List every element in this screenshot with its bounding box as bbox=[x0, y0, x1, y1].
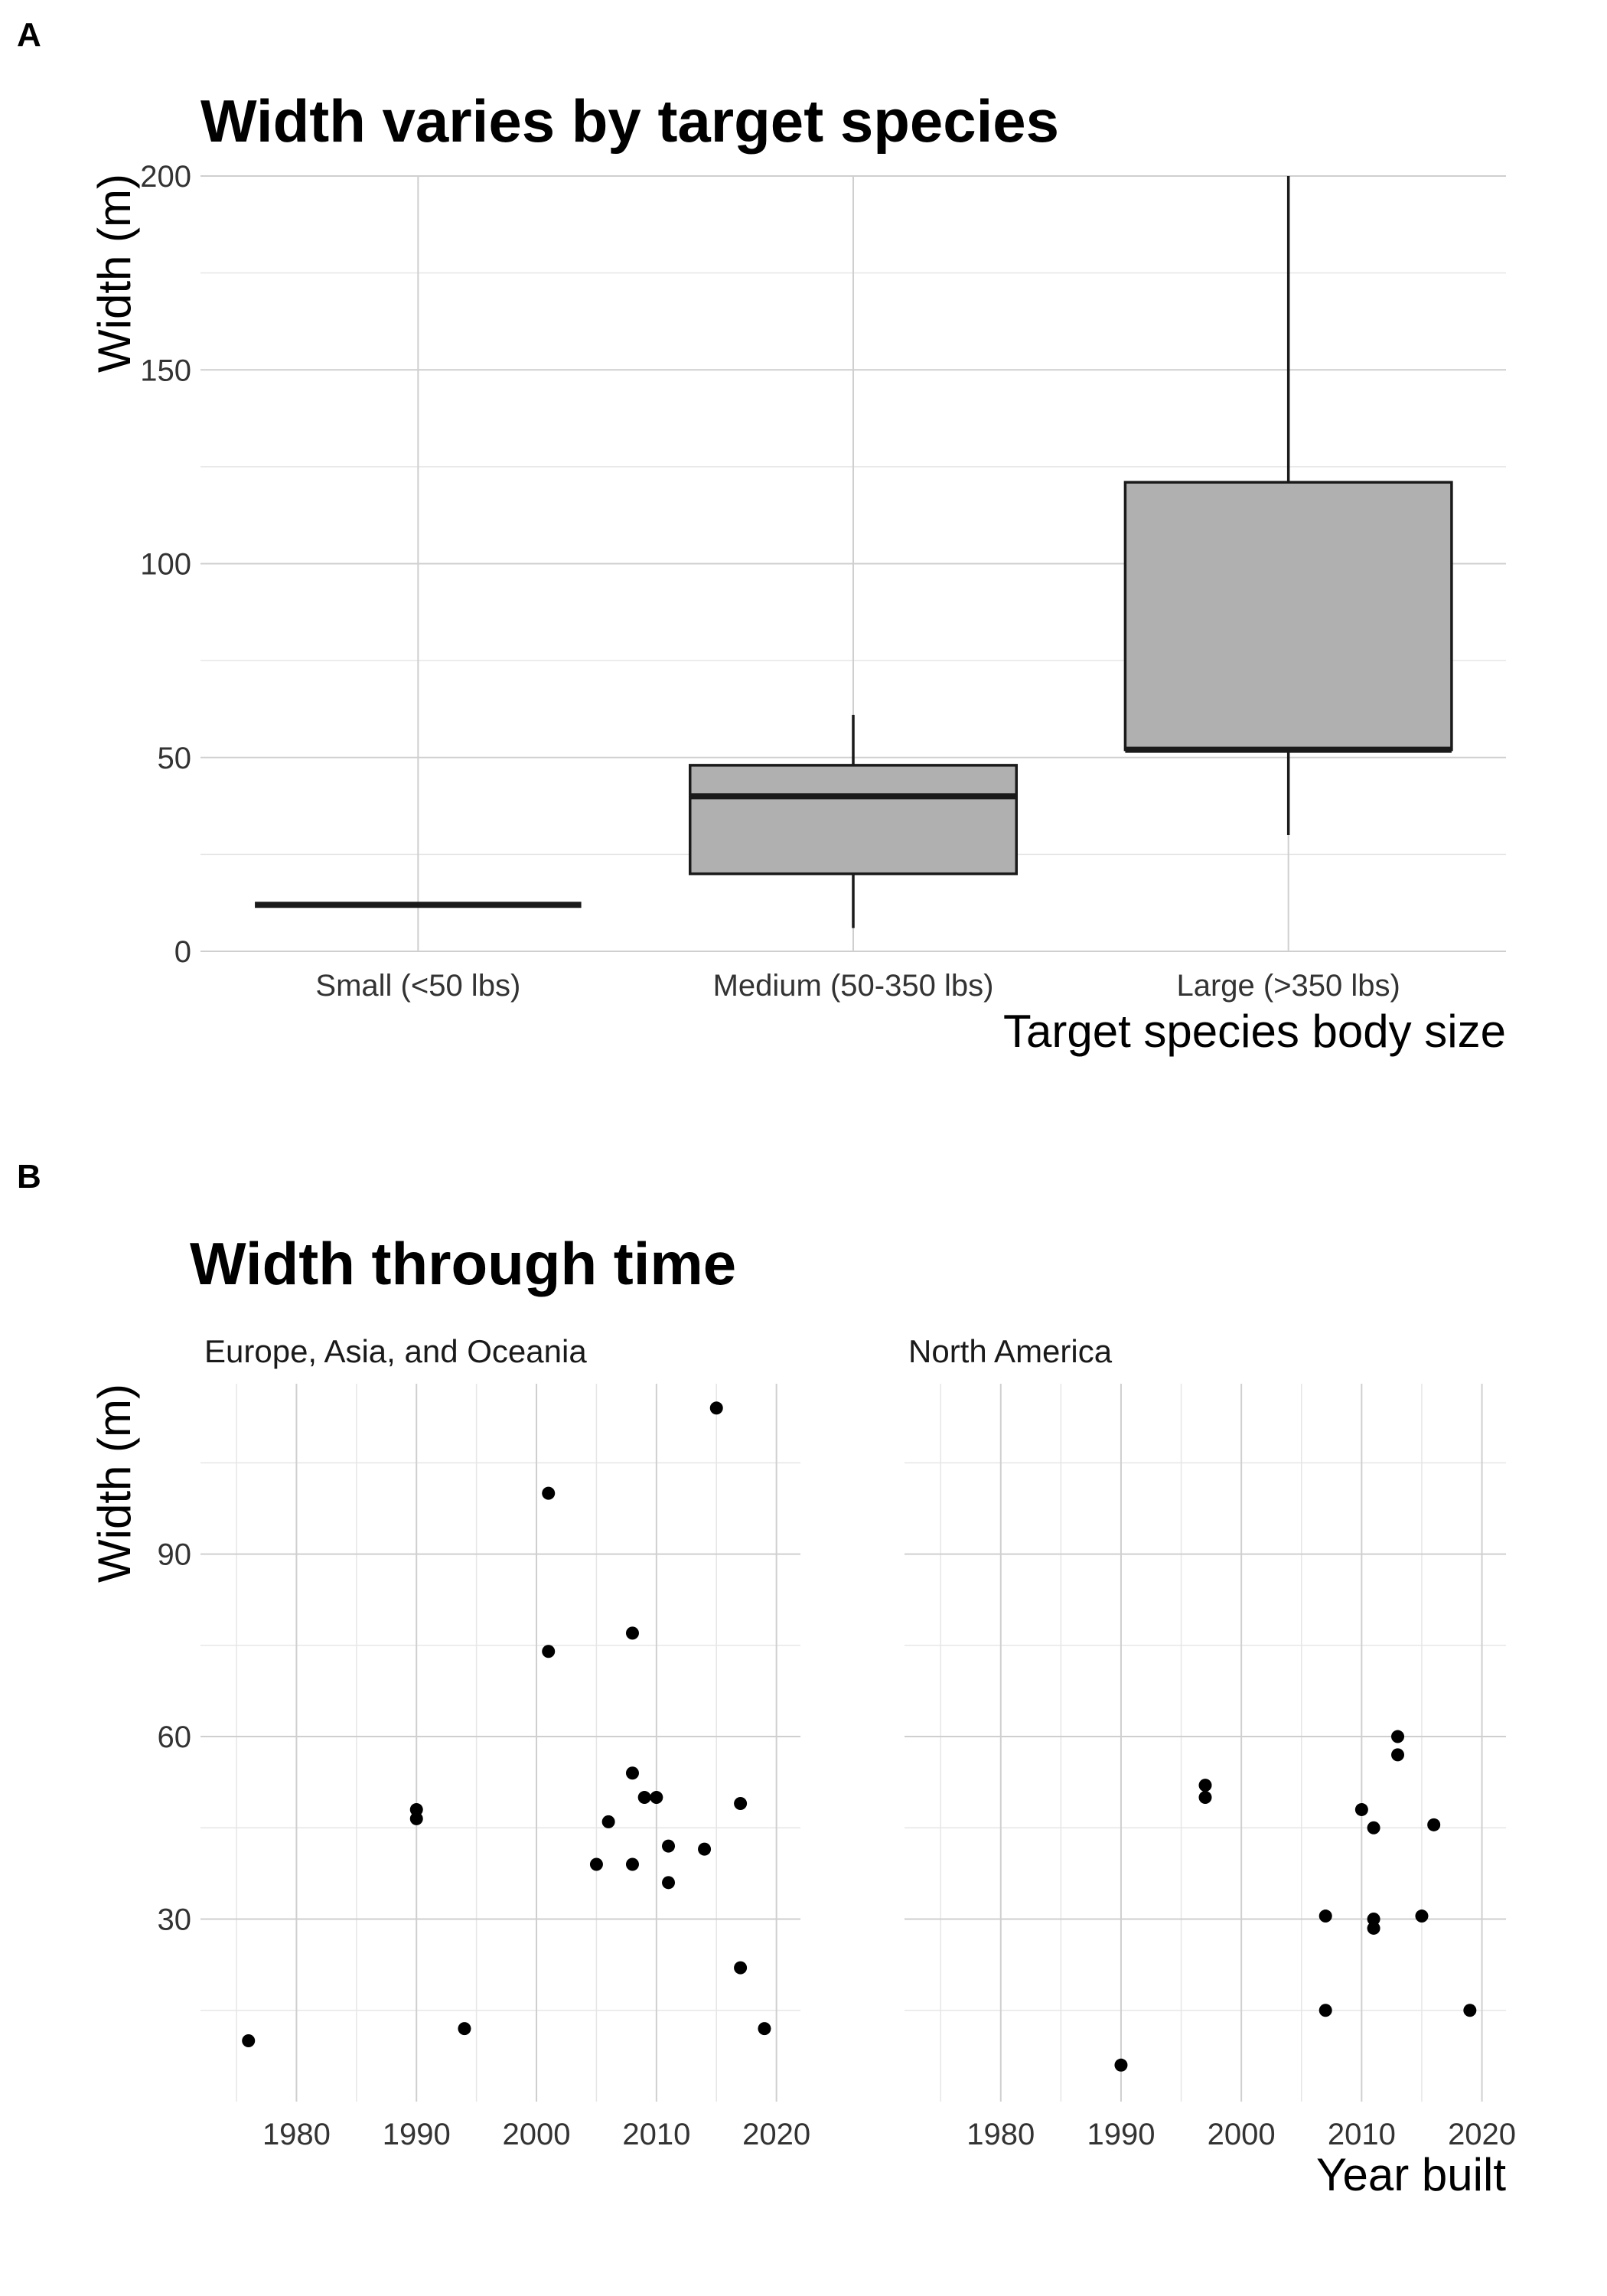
scatter-point bbox=[1415, 1910, 1429, 1923]
x-tick-label: 1990 bbox=[1087, 2118, 1155, 2151]
scatter-point bbox=[1367, 1821, 1380, 1835]
scatter-point bbox=[1463, 2004, 1477, 2017]
scatter-point bbox=[1391, 1748, 1405, 1762]
scatter-point bbox=[1354, 1802, 1368, 1816]
scatter-point bbox=[1427, 1818, 1441, 1831]
scatter-point bbox=[637, 1791, 651, 1805]
panel-b-letter: B bbox=[17, 1158, 41, 1195]
scatter-point bbox=[409, 1802, 423, 1816]
panel-b-x-axis-title: Year built bbox=[1316, 2149, 1506, 2200]
scatter-point bbox=[734, 1796, 748, 1810]
x-tick-label: Small (<50 lbs) bbox=[315, 969, 520, 1003]
scatter-point bbox=[625, 1626, 639, 1640]
panel-a-y-axis-title: Width (m) bbox=[89, 174, 140, 373]
x-tick-label: 1990 bbox=[383, 2118, 451, 2151]
y-tick-label: 100 bbox=[140, 548, 191, 582]
x-tick-label: 2020 bbox=[1448, 2118, 1516, 2151]
scatter-point bbox=[758, 2022, 771, 2036]
scatter-point bbox=[242, 2034, 256, 2048]
x-tick-label: 2020 bbox=[742, 2118, 810, 2151]
scatter-point bbox=[734, 1961, 748, 1975]
x-tick-label: 2000 bbox=[503, 2118, 571, 2151]
scatter-point bbox=[662, 1839, 676, 1853]
panel-b-x-tick-labels: 1980 1990 2000 2010 2020 1980 1990 2000 2010 2020 bbox=[262, 2118, 1516, 2151]
scatter-point bbox=[1367, 1913, 1380, 1926]
panel-a: A Width varies by target species 0 50 100 1… bbox=[17, 16, 1506, 1057]
scatter-point bbox=[1391, 1730, 1405, 1743]
scatter-point bbox=[458, 2022, 471, 2036]
panel-a-x-tick-labels: Small (<50 lbs) Medium (50-350 lbs) Large … bbox=[315, 969, 1400, 1003]
box-iqr bbox=[1123, 481, 1453, 752]
panel-a-boxes bbox=[255, 176, 1453, 928]
scatter-point bbox=[625, 1857, 639, 1871]
y-tick-label: 60 bbox=[158, 1720, 192, 1754]
y-tick-label: 50 bbox=[158, 742, 192, 775]
x-tick-label: 1980 bbox=[966, 2118, 1035, 2151]
scatter-point bbox=[625, 1766, 639, 1780]
facet-label-europe-asia-oceania: Europe, Asia, and Oceania bbox=[204, 1333, 587, 1369]
scatter-point bbox=[542, 1486, 556, 1500]
panel-b-points bbox=[242, 1401, 1477, 2072]
scatter-point bbox=[1367, 1921, 1380, 1935]
y-tick-label: 0 bbox=[174, 935, 191, 969]
panel-b-y-tick-labels: 30 60 90 bbox=[158, 1538, 192, 1937]
box-2 bbox=[1123, 176, 1453, 836]
scatter-point bbox=[709, 1401, 723, 1415]
scatter-point bbox=[662, 1876, 676, 1890]
panel-a-x-axis-title: Target species body size bbox=[1003, 1006, 1506, 1057]
scatter-point bbox=[1198, 1779, 1212, 1792]
y-tick-label: 90 bbox=[158, 1538, 192, 1572]
scatter-point bbox=[601, 1815, 615, 1828]
panel-b-gridlines bbox=[200, 1384, 1506, 2102]
scatter-point bbox=[409, 1812, 423, 1825]
scatter-point bbox=[1114, 2058, 1128, 2072]
scatter-point bbox=[1198, 1791, 1212, 1805]
panel-a-letter: A bbox=[17, 16, 41, 54]
y-tick-label: 200 bbox=[140, 160, 191, 194]
y-tick-label: 30 bbox=[158, 1903, 192, 1937]
x-tick-label: 2010 bbox=[622, 2118, 690, 2151]
x-tick-label: Medium (50-350 lbs) bbox=[713, 969, 994, 1003]
x-tick-label: 2010 bbox=[1328, 2118, 1396, 2151]
scatter-point bbox=[1319, 2004, 1332, 2017]
scatter-point bbox=[542, 1645, 556, 1658]
panel-a-y-tick-labels: 0 50 100 150 200 bbox=[140, 160, 191, 969]
box-1 bbox=[689, 715, 1018, 928]
box-iqr bbox=[689, 764, 1018, 876]
x-tick-label: 1980 bbox=[262, 2118, 331, 2151]
panel-b: B Width through time Europe, Asia, and O… bbox=[17, 1158, 1516, 2200]
facet-label-north-america: North America bbox=[908, 1333, 1113, 1369]
scatter-point bbox=[698, 1842, 712, 1856]
scatter-point bbox=[650, 1791, 663, 1805]
y-tick-label: 150 bbox=[140, 354, 191, 387]
x-tick-label: Large (>350 lbs) bbox=[1176, 969, 1400, 1003]
x-tick-label: 2000 bbox=[1208, 2118, 1276, 2151]
panel-b-title: Width through time bbox=[190, 1230, 736, 1297]
scatter-point bbox=[1319, 1910, 1332, 1923]
panel-b-y-axis-title: Width (m) bbox=[89, 1384, 140, 1583]
scatter-point bbox=[589, 1857, 603, 1871]
panel-a-title: Width varies by target species bbox=[200, 87, 1059, 155]
